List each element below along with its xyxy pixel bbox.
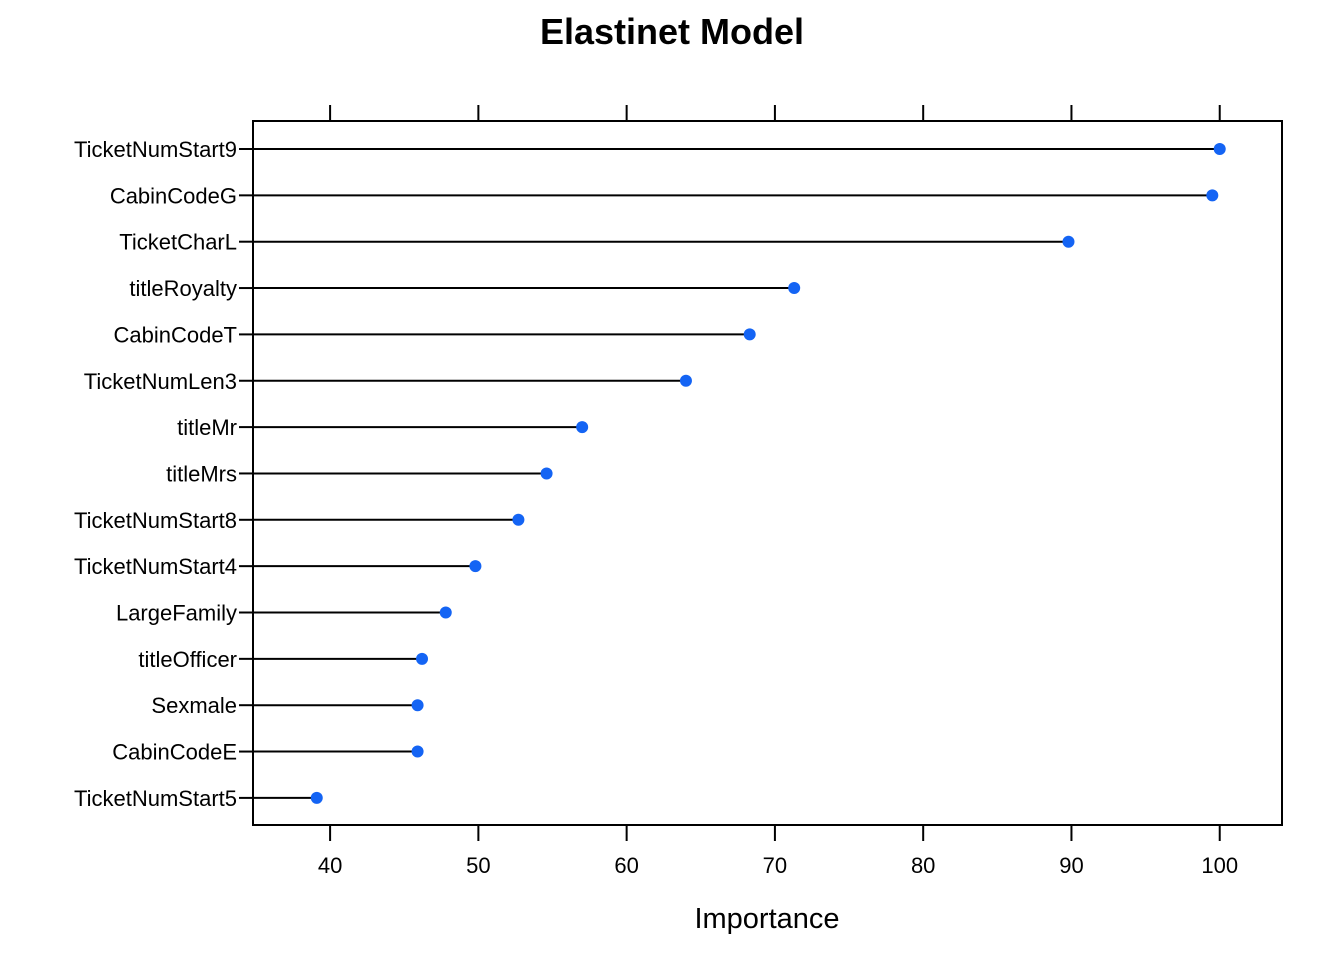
data-marks xyxy=(253,143,1226,804)
category-label: titleMrs xyxy=(166,461,237,486)
data-point xyxy=(679,374,692,387)
data-point xyxy=(411,745,424,758)
x-tick-label: 90 xyxy=(1059,853,1083,878)
data-point xyxy=(1062,235,1075,248)
x-axis-label: Importance xyxy=(694,903,839,935)
category-label: titleRoyalty xyxy=(129,276,237,301)
x-tick-label: 40 xyxy=(318,853,342,878)
x-tick-label: 50 xyxy=(466,853,490,878)
category-label: TicketNumStart4 xyxy=(74,554,237,579)
data-point xyxy=(310,791,323,804)
y-axis-categories: TicketNumStart9 CabinCodeG TicketCharL titl… xyxy=(74,137,253,811)
category-label: TicketNumLen3 xyxy=(84,369,237,394)
data-point xyxy=(576,421,589,434)
data-point xyxy=(439,606,452,619)
data-point xyxy=(1213,143,1226,155)
category-label: CabinCodeT xyxy=(113,322,237,347)
x-tick-label: 80 xyxy=(911,853,935,878)
data-point xyxy=(512,513,525,526)
category-label: TicketNumStart5 xyxy=(74,786,237,811)
chart-title: Elastinet Model xyxy=(540,11,804,52)
data-point xyxy=(540,467,553,480)
data-point xyxy=(1206,189,1219,202)
x-axis: 40 50 60 70 80 90 100 xyxy=(318,105,1238,878)
category-label: TicketNumStart9 xyxy=(74,137,237,162)
data-point xyxy=(788,282,801,295)
category-label: TicketCharL xyxy=(119,230,237,255)
x-tick-label: 100 xyxy=(1201,853,1238,878)
data-point xyxy=(416,652,429,665)
data-point xyxy=(469,560,482,573)
data-point xyxy=(743,328,756,341)
category-label: TicketNumStart8 xyxy=(74,508,237,533)
category-label: titleMr xyxy=(177,415,237,440)
x-tick-label: 60 xyxy=(614,853,638,878)
data-point xyxy=(411,699,424,712)
category-label: CabinCodeE xyxy=(112,740,237,765)
category-label: Sexmale xyxy=(151,693,237,718)
category-label: CabinCodeG xyxy=(110,183,237,208)
x-tick-label: 70 xyxy=(763,853,787,878)
category-label: LargeFamily xyxy=(116,601,237,626)
category-label: titleOfficer xyxy=(138,647,237,672)
